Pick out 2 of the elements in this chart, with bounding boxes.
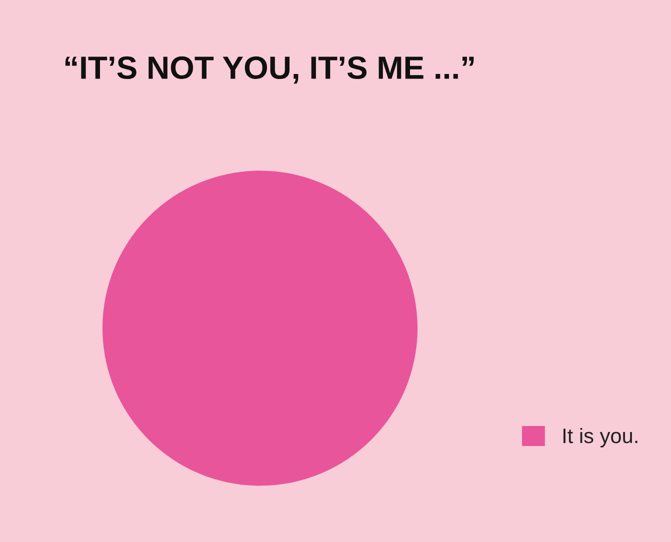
chart-title: “IT’S NOT YOU, IT’S ME ...” — [65, 56, 474, 84]
legend-label: It is you. — [564, 428, 638, 448]
